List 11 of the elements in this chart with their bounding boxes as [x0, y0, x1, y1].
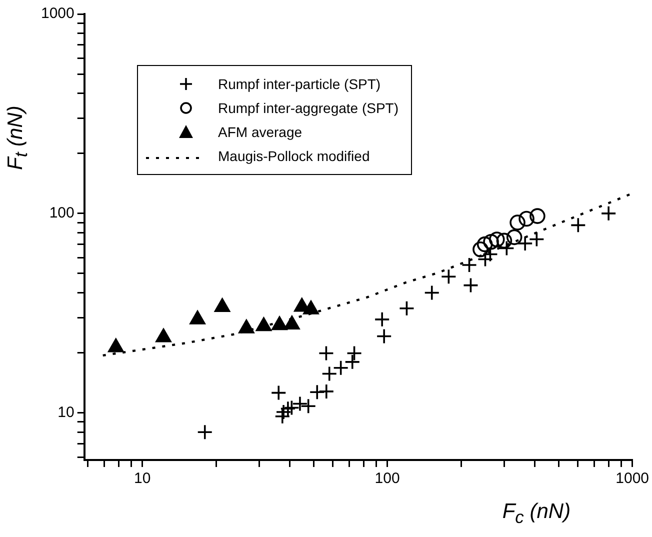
y-tick-label: 10	[58, 404, 74, 421]
legend-label: Rumpf inter-particle (SPT)	[218, 76, 381, 92]
legend-label: Maugis-Pollock modified	[218, 148, 370, 164]
legend-label: Rumpf inter-aggregate (SPT)	[218, 100, 399, 116]
x-tick-label: 1000	[616, 470, 650, 488]
x-tick-label: 100	[374, 470, 400, 488]
x-tick-label: 10	[134, 470, 151, 488]
x-axis-title: F$_{c}$ (nN)	[502, 500, 571, 528]
y-tick-label: 100	[49, 204, 74, 222]
legend-label: AFM average	[218, 124, 302, 140]
y-tick-label: 1000	[40, 5, 74, 22]
